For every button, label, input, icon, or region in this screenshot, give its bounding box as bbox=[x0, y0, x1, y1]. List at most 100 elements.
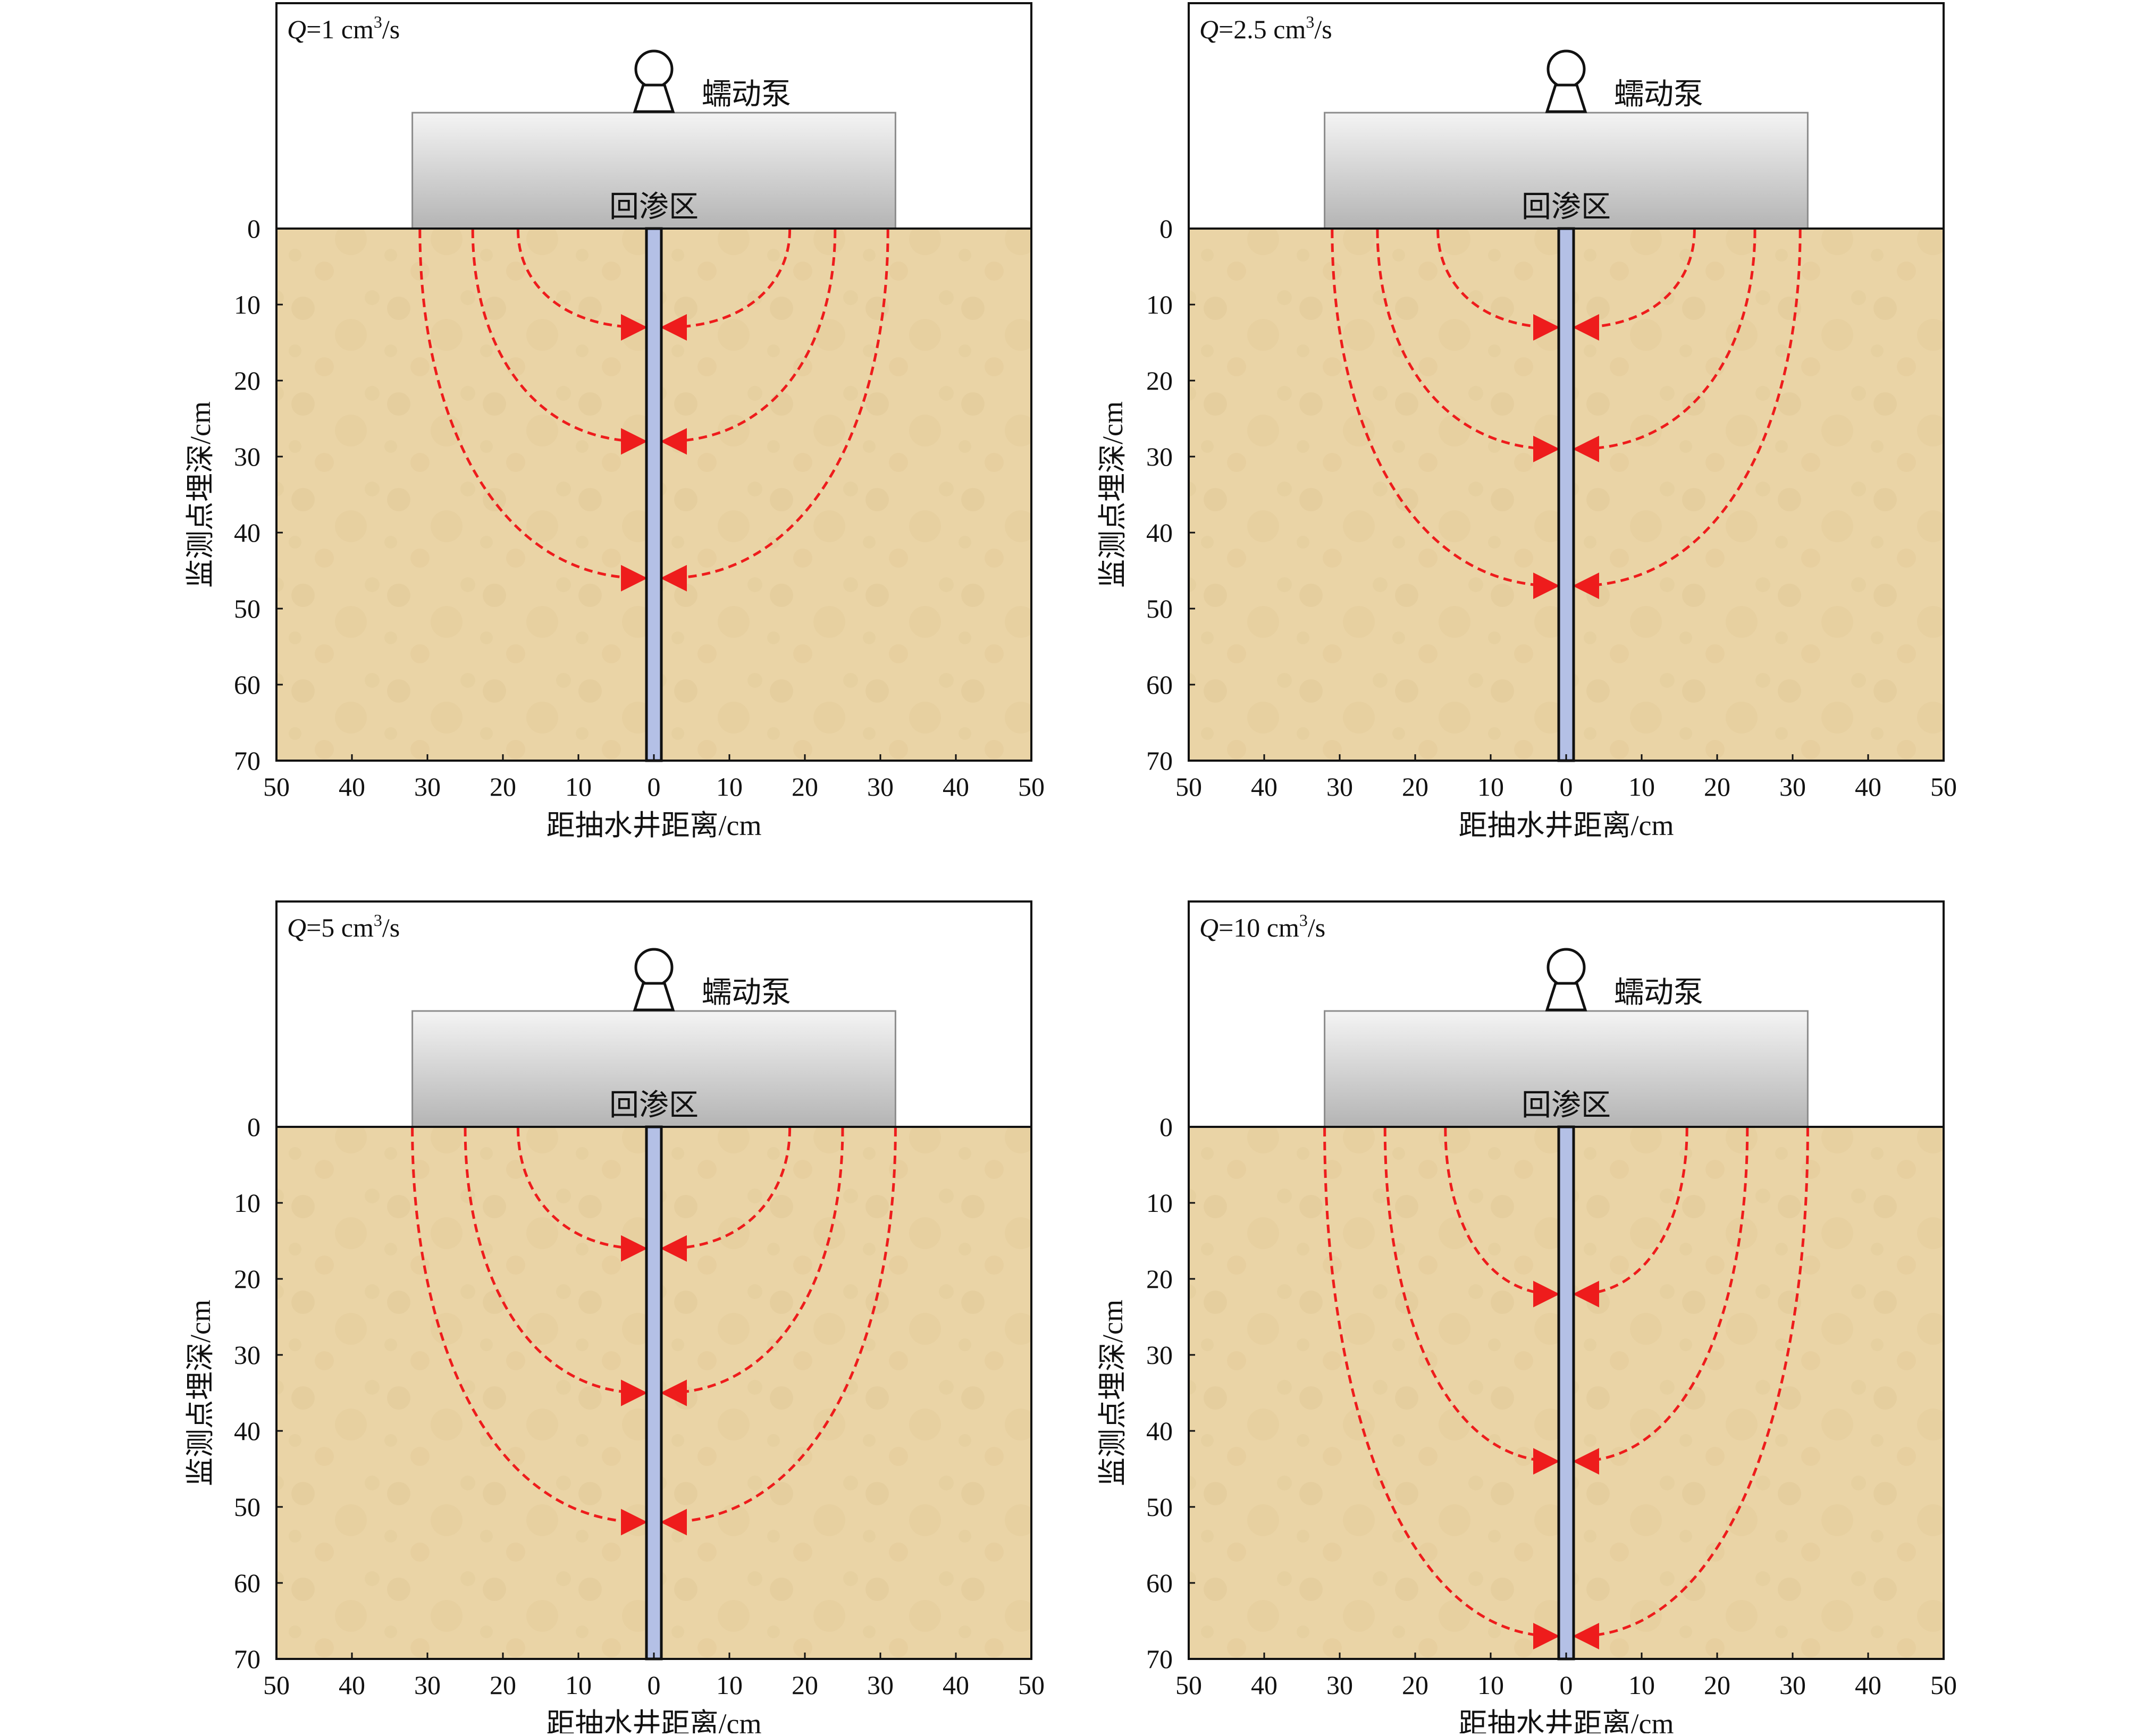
y-tick-label: 60 bbox=[1146, 1568, 1173, 1598]
flow-path-right-2 bbox=[660, 229, 837, 455]
pump-body bbox=[634, 49, 674, 89]
x-tick-label: 30 bbox=[1326, 772, 1353, 802]
x-tick-label: 20 bbox=[1704, 1670, 1730, 1700]
y-tick-label: 30 bbox=[1146, 1340, 1173, 1370]
x-tick-label: 0 bbox=[1560, 1670, 1573, 1700]
x-tick-label: 40 bbox=[1251, 772, 1277, 802]
y-tick-label: 30 bbox=[234, 442, 260, 471]
y-tick-label: 30 bbox=[1146, 442, 1173, 471]
pump-stand bbox=[633, 83, 675, 113]
y-tick-label: 20 bbox=[1146, 366, 1173, 395]
flow-path-right-3 bbox=[1573, 1127, 1809, 1650]
flow-path-left-2 bbox=[1376, 229, 1560, 462]
pump-label: 蠕动泵 bbox=[702, 78, 791, 111]
flow-rate-label: Q=2.5 cm3/s bbox=[1199, 12, 1332, 44]
pump-label: 蠕动泵 bbox=[1614, 78, 1703, 111]
x-tick-label: 40 bbox=[339, 1670, 365, 1700]
flow-path-left-1 bbox=[1444, 1127, 1560, 1308]
flow-path-left-2 bbox=[464, 1127, 648, 1406]
x-axis-label: 距抽水井距离/cm bbox=[547, 810, 762, 841]
x-tick-label: 40 bbox=[1855, 772, 1881, 802]
x-tick-label: 40 bbox=[943, 1670, 969, 1700]
y-tick-label: 20 bbox=[1146, 1264, 1173, 1294]
x-tick-label: 10 bbox=[716, 772, 743, 802]
panel-2: 回渗区 蠕动泵 Q=2.5 cm3/s 0 10 20 30 40 50 60 70 50 40 30 20… bbox=[1097, 2, 1957, 841]
x-tick-label: 20 bbox=[1402, 1670, 1428, 1700]
pumping-well bbox=[645, 1125, 663, 1661]
x-tick-label: 0 bbox=[648, 772, 661, 802]
y-tick-label: 40 bbox=[234, 518, 260, 547]
x-tick-label: 30 bbox=[1779, 772, 1806, 802]
y-tick-label: 10 bbox=[1146, 1188, 1173, 1218]
y-tick-label: 50 bbox=[234, 594, 260, 623]
flow-path-left-2 bbox=[471, 229, 648, 455]
x-tick-label: 20 bbox=[490, 772, 516, 802]
recharge-zone-label: 回渗区 bbox=[1522, 1089, 1611, 1122]
x-tick-label: 50 bbox=[1930, 1670, 1957, 1700]
flow-path-right-1 bbox=[660, 229, 792, 341]
x-tick-label: 10 bbox=[1477, 772, 1504, 802]
y-tick-label: 0 bbox=[1159, 214, 1173, 243]
x-axis-label: 距抽水井距离/cm bbox=[547, 1708, 762, 1733]
y-tick-label: 40 bbox=[1146, 518, 1173, 547]
x-tick-label: 10 bbox=[1628, 772, 1655, 802]
x-tick-label: 20 bbox=[792, 1670, 818, 1700]
x-axis-label: 距抽水井距离/cm bbox=[1459, 1708, 1674, 1733]
x-tick-label: 40 bbox=[943, 772, 969, 802]
flow-path-left-3 bbox=[418, 229, 648, 592]
x-tick-label: 10 bbox=[565, 1670, 592, 1700]
x-tick-label: 10 bbox=[565, 772, 592, 802]
x-tick-label: 40 bbox=[1855, 1670, 1881, 1700]
y-axis-label: 监测点埋深/cm bbox=[184, 401, 216, 588]
recharge-zone-label: 回渗区 bbox=[1522, 191, 1611, 224]
y-axis-label: 监测点埋深/cm bbox=[1097, 401, 1129, 588]
x-tick-label: 50 bbox=[263, 1670, 290, 1700]
y-tick-label: 40 bbox=[1146, 1416, 1173, 1446]
x-tick-label: 30 bbox=[414, 772, 441, 802]
flow-path-left-2 bbox=[1383, 1127, 1560, 1475]
pump-body bbox=[1546, 49, 1586, 89]
x-tick-label: 50 bbox=[1018, 772, 1045, 802]
y-tick-label: 10 bbox=[234, 290, 260, 319]
x-tick-label: 0 bbox=[1560, 772, 1573, 802]
pump-stand bbox=[1545, 982, 1587, 1012]
peristaltic-pump-icon bbox=[633, 948, 675, 1012]
peristaltic-pump-icon bbox=[1545, 49, 1587, 113]
flow-rate-label: Q=10 cm3/s bbox=[1199, 911, 1325, 942]
y-tick-label: 70 bbox=[1146, 746, 1173, 776]
x-tick-label: 10 bbox=[716, 1670, 743, 1700]
y-tick-label: 60 bbox=[1146, 670, 1173, 700]
pump-body bbox=[1546, 948, 1586, 987]
flow-rate-label: Q=5 cm3/s bbox=[287, 911, 400, 942]
flow-path-right-3 bbox=[1573, 229, 1802, 600]
y-tick-label: 50 bbox=[234, 1492, 260, 1522]
x-tick-label: 10 bbox=[1628, 1670, 1655, 1700]
x-tick-label: 50 bbox=[1930, 772, 1957, 802]
y-tick-label: 0 bbox=[247, 214, 260, 243]
flow-rate-label: Q=1 cm3/s bbox=[287, 12, 400, 44]
x-tick-label: 50 bbox=[1175, 1670, 1202, 1700]
flow-path-left-3 bbox=[411, 1127, 648, 1536]
y-tick-label: 50 bbox=[1146, 594, 1173, 623]
x-tick-label: 20 bbox=[1402, 772, 1428, 802]
recharge-zone bbox=[411, 1010, 896, 1128]
x-tick-label: 30 bbox=[1326, 1670, 1353, 1700]
y-tick-label: 40 bbox=[234, 1416, 260, 1446]
y-tick-label: 30 bbox=[234, 1340, 260, 1370]
y-tick-label: 70 bbox=[234, 1644, 260, 1674]
x-tick-label: 30 bbox=[414, 1670, 441, 1700]
x-axis-label: 距抽水井距离/cm bbox=[1459, 810, 1674, 841]
x-tick-label: 50 bbox=[263, 772, 290, 802]
flow-path-left-1 bbox=[1436, 229, 1560, 341]
pump-body bbox=[634, 948, 674, 987]
pump-stand bbox=[633, 982, 675, 1012]
flow-path-right-1 bbox=[1573, 229, 1696, 341]
y-tick-label: 60 bbox=[234, 1568, 260, 1598]
peristaltic-pump-icon bbox=[1545, 948, 1587, 1012]
flow-path-right-2 bbox=[660, 1127, 844, 1406]
x-tick-label: 30 bbox=[867, 1670, 894, 1700]
pumping-well bbox=[1557, 227, 1575, 762]
